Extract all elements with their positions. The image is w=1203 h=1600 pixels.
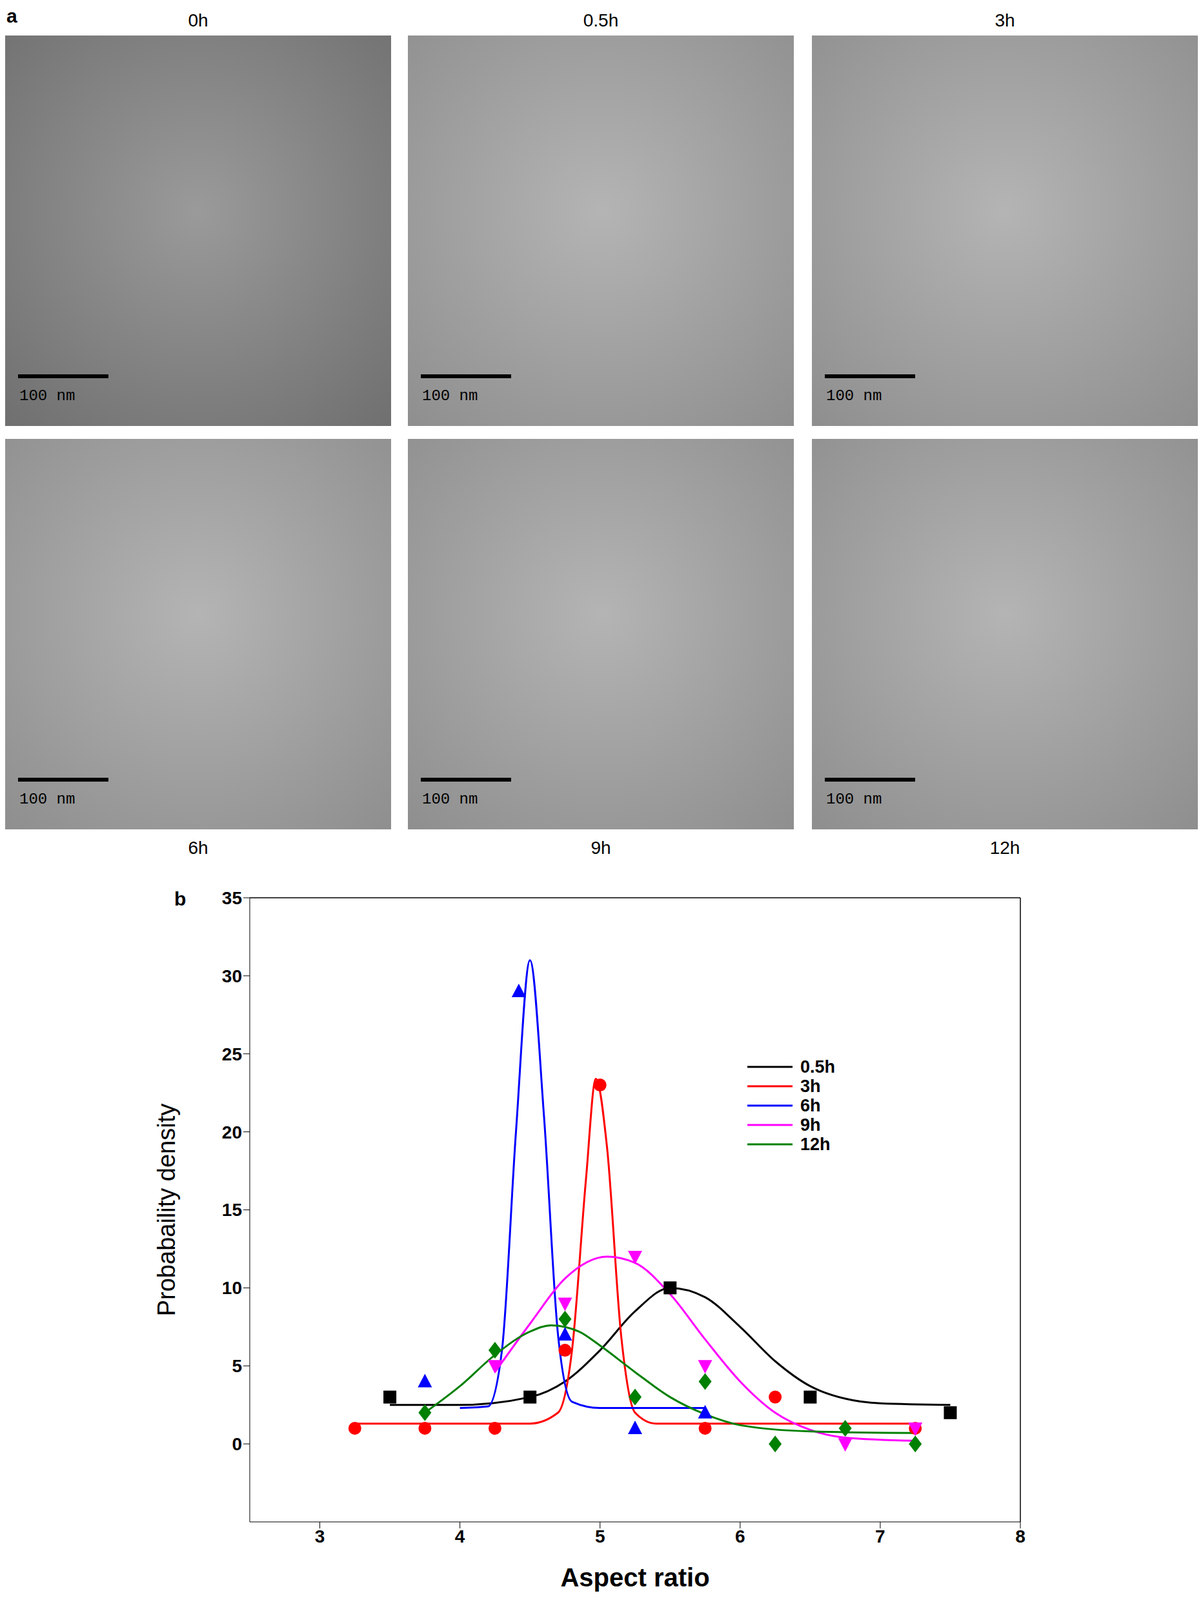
svg-text:Aspect ratio: Aspect ratio	[560, 1563, 710, 1592]
html-text:9h: 9h	[800, 1114, 821, 1135]
html-text:a: a	[6, 5, 18, 27]
html-text:3h: 3h	[800, 1076, 821, 1096]
svg-text:15: 15	[222, 1199, 243, 1220]
svg-text:100 nm: 100 nm	[422, 387, 478, 405]
html-text:0h: 0h	[188, 10, 209, 31]
svg-text:100 nm: 100 nm	[422, 790, 478, 809]
svg-text:100 nm: 100 nm	[19, 790, 75, 809]
svg-text:100 nm: 100 nm	[826, 387, 882, 405]
html-text:12h: 12h	[989, 837, 1020, 858]
svg-text:20: 20	[222, 1122, 243, 1143]
svg-text:5: 5	[595, 1526, 606, 1547]
html-text:0.5h: 0.5h	[800, 1056, 836, 1077]
svg-text:30: 30	[222, 966, 243, 987]
html-text:b: b	[174, 888, 187, 910]
svg-text:6: 6	[735, 1526, 746, 1547]
html-text:0.5h: 0.5h	[583, 10, 619, 31]
svg-text:4: 4	[454, 1526, 466, 1547]
svg-text:100 nm: 100 nm	[826, 790, 882, 809]
svg-text:35: 35	[222, 888, 243, 909]
html-text:12h: 12h	[800, 1134, 831, 1154]
html-text:6h: 6h	[188, 837, 209, 858]
svg-text:100 nm: 100 nm	[19, 387, 75, 405]
svg-text:7: 7	[875, 1526, 886, 1547]
html-text:6h: 6h	[800, 1095, 821, 1115]
svg-text:3: 3	[314, 1526, 326, 1547]
svg-text:10: 10	[222, 1277, 243, 1298]
html-text:9h: 9h	[590, 837, 611, 858]
svg-text:8: 8	[1015, 1526, 1026, 1547]
svg-text:5: 5	[231, 1355, 243, 1376]
svg-text:Probabaility density: Probabaility density	[152, 1103, 181, 1317]
svg-text:0: 0	[231, 1434, 243, 1455]
svg-text:25: 25	[222, 1044, 243, 1065]
html-text:3h: 3h	[994, 10, 1015, 31]
